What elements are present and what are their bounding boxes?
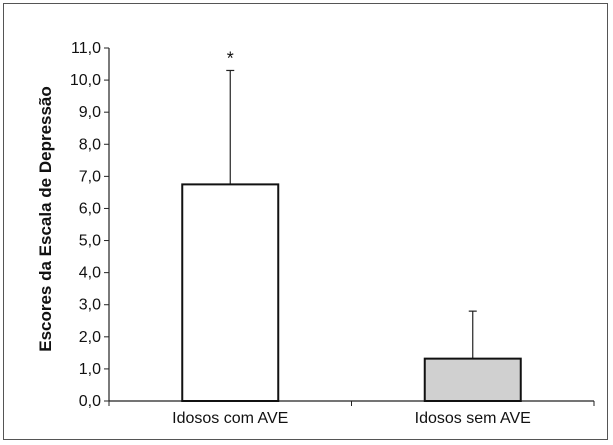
- bar-2: [423, 357, 522, 403]
- y-tick-label: 2,0: [79, 329, 101, 346]
- bar-chart: 0,0 1,0 2,0 3,0 4,0 5,0 6,0 7,0 8,0 9,0 10,0 11,0 Id…: [36, 40, 595, 427]
- y-tick-label: 8,0: [79, 136, 101, 153]
- y-axis-title: Escores da Escala de Depressão: [36, 86, 55, 352]
- significance-marker: *: [227, 48, 234, 68]
- y-tick-label: 11,0: [71, 40, 101, 57]
- y-tick-label: 5,0: [79, 233, 101, 250]
- chart-frame: 0,0 1,0 2,0 3,0 4,0 5,0 6,0 7,0 8,0 9,0 10,0 11,0 Id…: [3, 3, 608, 440]
- y-tick-label: 3,0: [79, 297, 101, 314]
- labels: 0,0 1,0 2,0 3,0 4,0 5,0 6,0 7,0 8,0 9,0 10,0 11,0 Id…: [70, 40, 531, 427]
- y-tick-label: 9,0: [79, 104, 101, 121]
- y-tick-label: 10,0: [70, 72, 101, 89]
- axes: [104, 47, 595, 406]
- y-tick-label: 0,0: [79, 393, 101, 410]
- bars: [181, 69, 522, 403]
- x-category-label: Idosos com AVE: [172, 410, 288, 427]
- y-tick-label: 1,0: [79, 361, 101, 378]
- y-tick-label: 6,0: [79, 200, 101, 217]
- bar-1: [181, 183, 280, 402]
- x-category-label: Idosos sem AVE: [415, 410, 531, 427]
- y-tick-label: 7,0: [79, 168, 101, 185]
- y-tick-label: 4,0: [79, 265, 101, 282]
